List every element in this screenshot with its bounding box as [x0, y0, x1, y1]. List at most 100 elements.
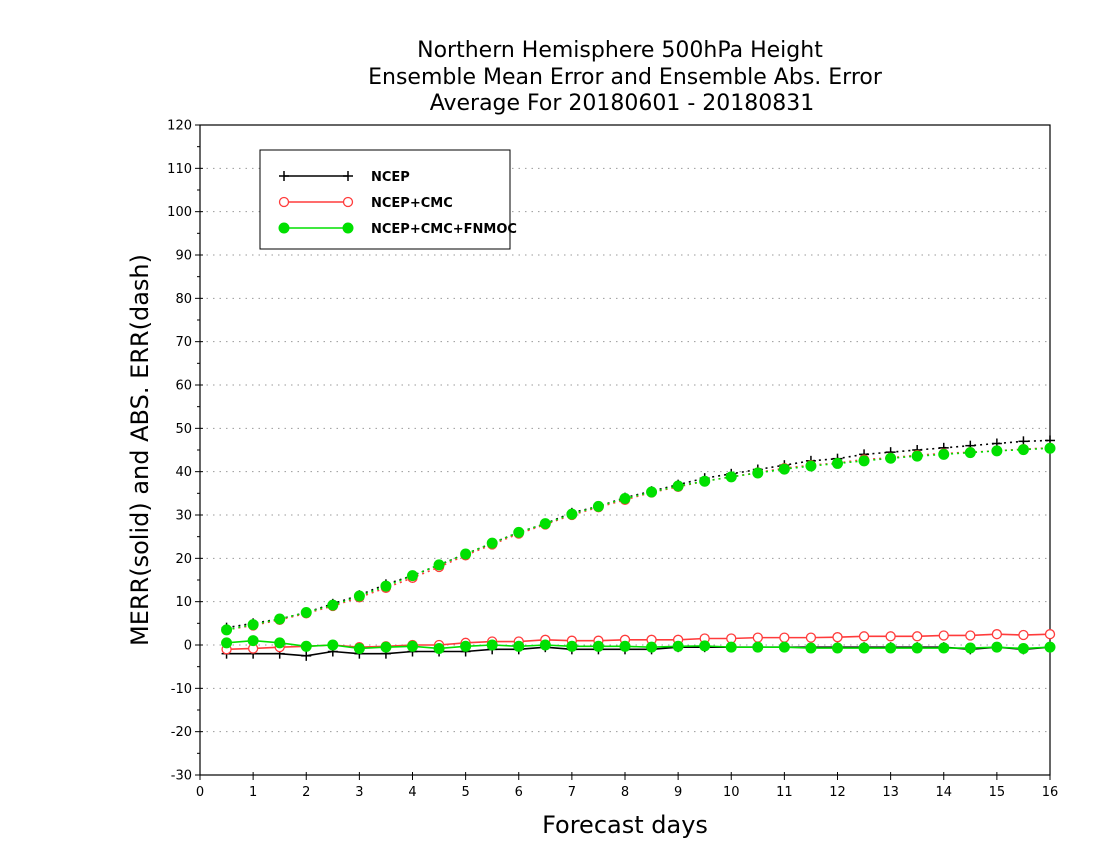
series-ncep [221, 435, 1055, 661]
x-axis-label: Forecast days [542, 811, 708, 839]
abs-err-point [221, 624, 233, 636]
y-tick-label: 50 [175, 422, 192, 437]
merr-point [805, 632, 817, 643]
abs-err-point [672, 480, 684, 492]
merr-point [619, 640, 631, 652]
abs-err-point [380, 580, 392, 592]
merr-point [274, 637, 286, 649]
y-axis-label: MERR(solid) and ABS. ERR(dash) [126, 254, 154, 646]
legend-marker [343, 171, 353, 181]
merr-point [221, 637, 233, 649]
x-tick-label: 8 [621, 785, 629, 800]
abs-err-point [832, 457, 843, 469]
abs-err-point [805, 460, 817, 472]
abs-err-line [226, 447, 1051, 631]
merr-point [965, 630, 976, 641]
title-line-3: Average For 20180601 - 20180831 [430, 91, 815, 116]
abs-err-point [566, 508, 578, 520]
abs-err-point [646, 486, 658, 498]
merr-point [858, 631, 870, 642]
abs-err-point [938, 448, 950, 460]
abs-err-point [486, 537, 498, 549]
abs-err-line [226, 447, 1051, 631]
abs-err-point [885, 452, 897, 464]
legend-marker [279, 171, 289, 181]
abs-err-point [964, 447, 976, 459]
x-tick-label: 4 [408, 785, 416, 800]
merr-point [912, 631, 923, 642]
abs-err-point [513, 526, 525, 538]
merr-point [539, 639, 551, 651]
abs-err-point [752, 467, 764, 479]
abs-err-point [858, 455, 870, 467]
abs-err-point [539, 518, 551, 530]
abs-err-point [300, 607, 312, 618]
legend-item: NCEP [279, 170, 410, 185]
y-tick-label: 30 [175, 509, 192, 524]
merr-point [964, 642, 976, 654]
y-tick-label: 90 [175, 249, 192, 264]
y-tick-label: 20 [175, 552, 192, 567]
merr-point [938, 630, 949, 641]
merr-point [832, 642, 843, 654]
x-tick-label: 7 [568, 785, 576, 800]
x-tick-label: 5 [461, 785, 469, 800]
x-tick-label: 13 [882, 785, 899, 800]
merr-point [433, 642, 445, 654]
legend-marker [342, 222, 354, 234]
abs-err-point [699, 475, 711, 487]
merr-point [566, 640, 578, 652]
y-tick-label: 10 [175, 595, 192, 610]
merr-point [592, 640, 604, 652]
abs-err-point [619, 493, 631, 505]
series-ncep-cmc-fnmoc [221, 442, 1056, 654]
merr-point [301, 650, 312, 661]
x-tick-label: 11 [776, 785, 793, 800]
x-tick-label: 2 [302, 785, 310, 800]
y-tick-label: 0 [184, 639, 192, 654]
merr-point [247, 635, 259, 647]
y-tick-label: 110 [167, 162, 192, 177]
merr-point [1017, 642, 1029, 654]
merr-point [805, 642, 817, 654]
merr-point [911, 642, 923, 654]
legend-box [259, 149, 511, 250]
abs-err-point [1017, 444, 1029, 456]
merr-point [407, 640, 418, 652]
x-tick-label: 12 [829, 785, 846, 800]
legend-marker [342, 196, 354, 208]
abs-err-point [778, 463, 790, 475]
title-line-2: Ensemble Mean Error and Ensemble Abs. Er… [368, 65, 883, 90]
abs-err-point [460, 548, 472, 560]
legend-marker [278, 196, 290, 208]
x-tick-label: 10 [723, 785, 740, 800]
x-tick-label: 1 [249, 785, 257, 800]
merr-point [353, 642, 365, 654]
y-tick-label: 100 [167, 205, 192, 220]
abs-err-point [991, 445, 1003, 457]
merr-point [672, 640, 684, 652]
x-tick-label: 6 [515, 785, 523, 800]
y-tick-label: 120 [167, 119, 192, 134]
merr-point [300, 640, 312, 652]
y-tick-label: -20 [171, 725, 192, 740]
merr-point [885, 642, 897, 654]
x-tick-label: 0 [196, 785, 204, 800]
abs-err-point [433, 559, 445, 571]
merr-point [1044, 641, 1056, 653]
merr-point [513, 640, 525, 652]
merr-point [858, 642, 870, 654]
abs-err-point [592, 500, 604, 512]
y-tick-label: 40 [175, 465, 192, 480]
title-line-1: Northern Hemisphere 500hPa Height [417, 38, 823, 63]
x-axis-ticks: 0 1 2 3 4 5 6 7 8 9 10 11 12 13 14 15 16 [196, 772, 1058, 800]
merr-point [991, 629, 1003, 640]
x-tick-label: 16 [1042, 785, 1059, 800]
merr-point [779, 632, 790, 643]
abs-err-point [911, 450, 923, 462]
merr-point [778, 641, 790, 653]
merr-point [486, 639, 498, 651]
merr-point [752, 641, 764, 653]
merr-point [460, 640, 472, 652]
